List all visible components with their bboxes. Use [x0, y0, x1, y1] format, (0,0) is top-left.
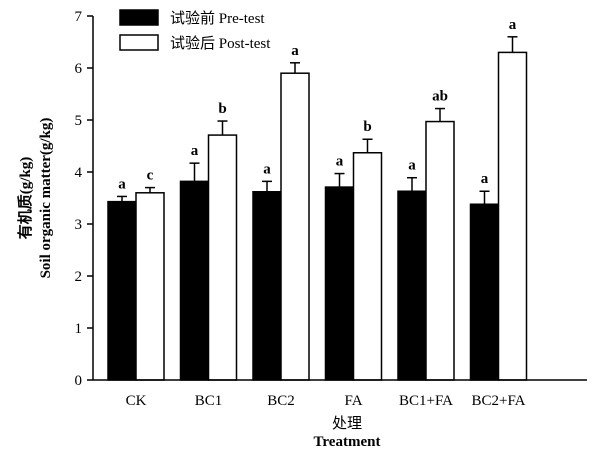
- bar-pre-fa: [324, 186, 355, 381]
- legend-swatch-post: [119, 34, 159, 51]
- bar-pre-bc2: [252, 191, 282, 381]
- bar-post-bc1: [207, 134, 238, 381]
- axes: 0 1 2 3 4 5 6 7 CK BC1 BC2 FA BC1+FA BC2+FA: [75, 9, 587, 409]
- significance-label: a: [408, 158, 416, 174]
- bar-post-ck: [135, 192, 165, 381]
- significance-label: ab: [432, 89, 448, 105]
- bar-post-fa: [352, 152, 383, 381]
- legend-label-pre: 试验前 Pre-test: [170, 10, 265, 27]
- x-tick-label: BC2+FA: [471, 393, 525, 409]
- significance-label: a: [263, 161, 271, 177]
- bar-pre-bc1-plus-fa: [397, 190, 427, 381]
- x-axis-title-en: Treatment: [314, 434, 381, 450]
- legend-label-post: 试验后 Post-test: [170, 35, 271, 52]
- bar-post-bc2: [280, 72, 310, 381]
- bar-post-bc1-plus-fa: [425, 120, 455, 381]
- significance-label: a: [481, 171, 489, 187]
- y-axis-title-cn: 有机质(g/kg): [16, 157, 34, 240]
- legend-swatch-pre: [119, 9, 159, 26]
- significance-label: a: [191, 143, 199, 159]
- significance-label: a: [118, 176, 126, 192]
- x-tick-label: FA: [344, 393, 362, 409]
- y-tick-label: 4: [75, 165, 83, 181]
- y-tick-label: 3: [75, 217, 83, 233]
- x-axis-title-cn: 处理: [332, 415, 362, 432]
- significance-label: a: [336, 154, 344, 170]
- y-tick-label: 5: [75, 113, 83, 129]
- significance-label: a: [509, 17, 517, 33]
- y-tick-label: 2: [75, 269, 83, 285]
- y-tick-label: 7: [75, 9, 83, 25]
- y-tick-label: 1: [75, 321, 83, 337]
- x-tick-label: BC1+FA: [399, 393, 453, 409]
- bar-pre-bc1: [179, 180, 210, 381]
- bar-pre-ck: [107, 200, 137, 381]
- bar-pre-bc2-plus-fa: [469, 203, 500, 381]
- bar-post-bc2-plus-fa: [497, 51, 528, 381]
- significance-label: c: [147, 168, 154, 184]
- y-axis-title-en: Soil organic matter(g/kg): [38, 118, 54, 279]
- x-tick-label: BC2: [267, 393, 295, 409]
- y-tick-label: 6: [75, 61, 83, 77]
- legend: 试验前 Pre-test 试验后 Post-test: [119, 9, 271, 52]
- significance-label: a: [291, 43, 299, 59]
- y-tick-label: 0: [75, 373, 83, 389]
- x-tick-label: BC1: [195, 393, 223, 409]
- x-tick-label: CK: [126, 393, 147, 409]
- significance-label: b: [363, 119, 371, 135]
- significance-label: b: [218, 101, 226, 117]
